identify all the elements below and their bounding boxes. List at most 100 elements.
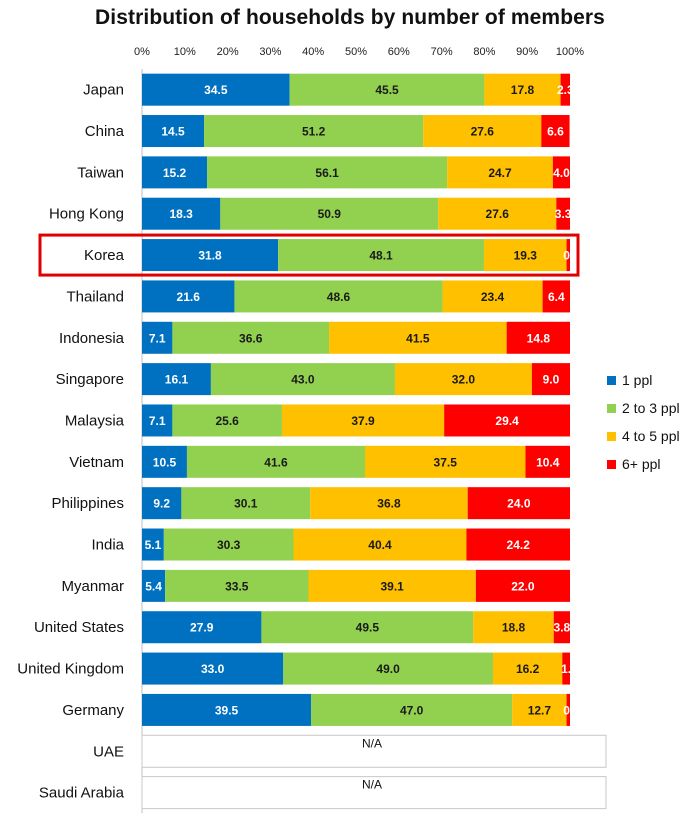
bar-segment-1-ppl [142,693,312,726]
bar-segment-4-to-5-ppl [364,445,526,478]
data-label: 31.8 [198,249,222,263]
x-tick-label: 70% [431,46,453,58]
chart-title: Distribution of households by number of … [95,6,605,29]
data-label: 37.5 [434,455,458,469]
bar-segment-1-ppl [142,156,208,189]
bar-segment-1-ppl [142,611,262,644]
bar-segment-1-ppl [142,445,187,478]
data-label: 30.3 [217,538,241,552]
data-label: 43.0 [291,373,315,387]
data-label: 16.2 [516,662,540,676]
data-label: 18.3 [169,207,193,221]
legend-swatch-1-ppl [607,376,616,385]
legend-swatch-4-to-5-ppl [607,432,616,441]
bar-segment-6-ppl [475,569,570,602]
bar-segment-1-ppl [142,239,279,272]
data-label: 14.8 [527,331,551,345]
legend-swatch-6-ppl [607,460,616,469]
data-label: 4.0 [553,166,570,180]
data-label: 45.5 [375,83,399,97]
bar-segment-1-ppl [142,115,205,148]
data-label: 18.8 [502,621,526,635]
data-label: 0. [563,703,573,717]
bar-segment-2-to-3-ppl [204,115,424,148]
bar-segment-1-ppl [142,528,164,561]
bar-segment-2-to-3-ppl [172,321,330,354]
data-label: 19.3 [514,249,538,263]
data-label: 48.6 [327,290,351,304]
bar-segment-4-to-5-ppl [423,115,542,148]
bar-segment-6-ppl [444,404,570,437]
data-label: 2.3 [557,83,574,97]
data-label: 7.1 [149,414,166,428]
bar-segment-6-ppl [560,73,570,106]
data-label: 41.5 [406,331,430,345]
bar-segment-2-to-3-ppl [172,404,282,437]
data-label: 16.1 [165,373,189,387]
bar-segment-6-ppl [506,321,570,354]
category-label: Taiwan [77,164,124,181]
category-label: China [85,123,125,140]
data-label: 24.2 [507,538,531,552]
category-label: India [91,537,124,554]
legend-label: 4 to 5 ppl [622,428,680,444]
data-label: 27.6 [471,125,495,139]
bar-segment-4-to-5-ppl [492,652,563,685]
bar-segment-6-ppl [562,652,570,685]
bar-segment-4-to-5-ppl [442,280,543,313]
na-box [141,734,607,768]
category-label: Indonesia [59,330,125,347]
bar-segment-2-to-3-ppl [207,156,448,189]
data-label: 10.5 [153,455,177,469]
data-label: 36.8 [377,497,401,511]
data-label: 37.9 [351,414,375,428]
bar-segment-1-ppl [142,487,182,520]
data-label: 24.0 [507,497,531,511]
data-label: 34.5 [204,83,228,97]
category-label: Myanmar [61,578,124,595]
data-label: 21.6 [177,290,201,304]
bar-segment-1-ppl [142,404,173,437]
bar-segment-2-to-3-ppl [165,569,309,602]
data-label: 25.6 [215,414,239,428]
category-label: Malaysia [65,412,125,429]
bar-segment-4-to-5-ppl [484,73,561,106]
data-label: 41.6 [264,455,288,469]
bar-segment-4-to-5-ppl [438,197,557,230]
bar-segment-4-to-5-ppl [394,363,532,396]
data-label: 33.0 [201,662,225,676]
x-tick-label: 90% [516,46,538,58]
category-label: United Kingdom [17,661,124,678]
bar-segment-2-to-3-ppl [181,487,311,520]
bar-segment-1-ppl [142,321,173,354]
na-label: N/A [362,778,382,792]
x-tick-label: 60% [388,46,410,58]
x-tick-label: 30% [259,46,281,58]
bar-segment-6-ppl [531,363,570,396]
bar-segment-6-ppl [566,239,570,272]
category-label: Singapore [56,371,124,388]
data-label: 6.4 [548,290,565,304]
na-label: N/A [362,736,382,750]
bar-segment-6-ppl [566,693,570,726]
bar-segment-2-to-3-ppl [289,73,485,106]
data-label: 40.4 [368,538,392,552]
data-label: 56.1 [315,166,339,180]
bar-segment-4-to-5-ppl [447,156,553,189]
x-tick-label: 20% [217,46,239,58]
bar-segment-6-ppl [541,115,570,148]
data-label: 29.4 [495,414,519,428]
bar-segment-4-to-5-ppl [473,611,554,644]
x-tick-label: 40% [302,46,324,58]
bar-segment-2-to-3-ppl [234,280,443,313]
data-label: 32.0 [452,373,476,387]
data-label: 51.2 [302,125,326,139]
x-tick-label: 100% [556,46,584,58]
bar-segment-4-to-5-ppl [483,239,567,272]
bar-segment-4-to-5-ppl [329,321,507,354]
bar-segment-1-ppl [142,569,166,602]
data-label: 10.4 [536,455,560,469]
bar-segment-6-ppl [552,156,570,189]
category-label: Saudi Arabia [39,785,125,802]
